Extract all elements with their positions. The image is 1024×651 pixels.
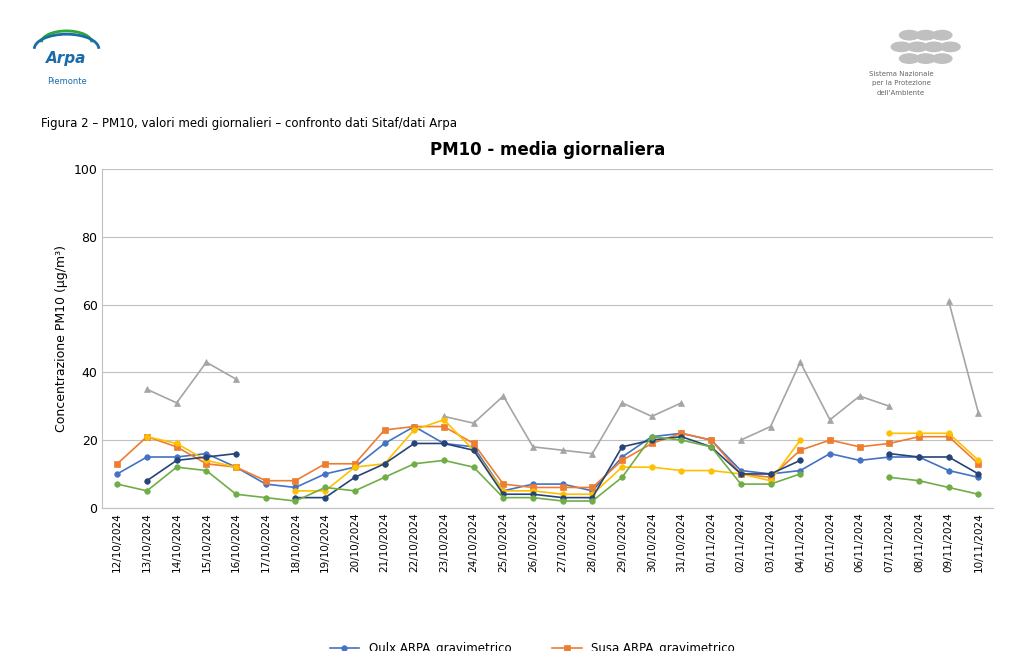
Title: PM10 - media giornaliera: PM10 - media giornaliera [430, 141, 666, 159]
Circle shape [932, 31, 952, 40]
Circle shape [915, 31, 936, 40]
Circle shape [932, 54, 952, 63]
Circle shape [899, 31, 920, 40]
Text: Arpa: Arpa [46, 51, 87, 66]
Circle shape [940, 42, 961, 51]
Y-axis label: Concentrazione PM10 (μg/m³): Concentrazione PM10 (μg/m³) [55, 245, 69, 432]
Legend: Oulx ARPA_gravimetrico, Avigliana_contaparticelle, Oulx_contaparticelle, Susa AR: Oulx ARPA_gravimetrico, Avigliana_contap… [330, 643, 766, 651]
Circle shape [899, 54, 920, 63]
Circle shape [891, 42, 911, 51]
Circle shape [924, 42, 944, 51]
Text: per la Protezione: per la Protezione [871, 80, 931, 86]
Circle shape [915, 54, 936, 63]
Text: Figura 2 – PM10, valori medi giornalieri – confronto dati Sitaf/dati Arpa: Figura 2 – PM10, valori medi giornalieri… [41, 117, 457, 130]
Text: dell'Ambiente: dell'Ambiente [878, 90, 925, 96]
Text: Piemonte: Piemonte [47, 77, 86, 86]
Circle shape [907, 42, 928, 51]
Text: Sistema Nazionale: Sistema Nazionale [868, 71, 934, 77]
